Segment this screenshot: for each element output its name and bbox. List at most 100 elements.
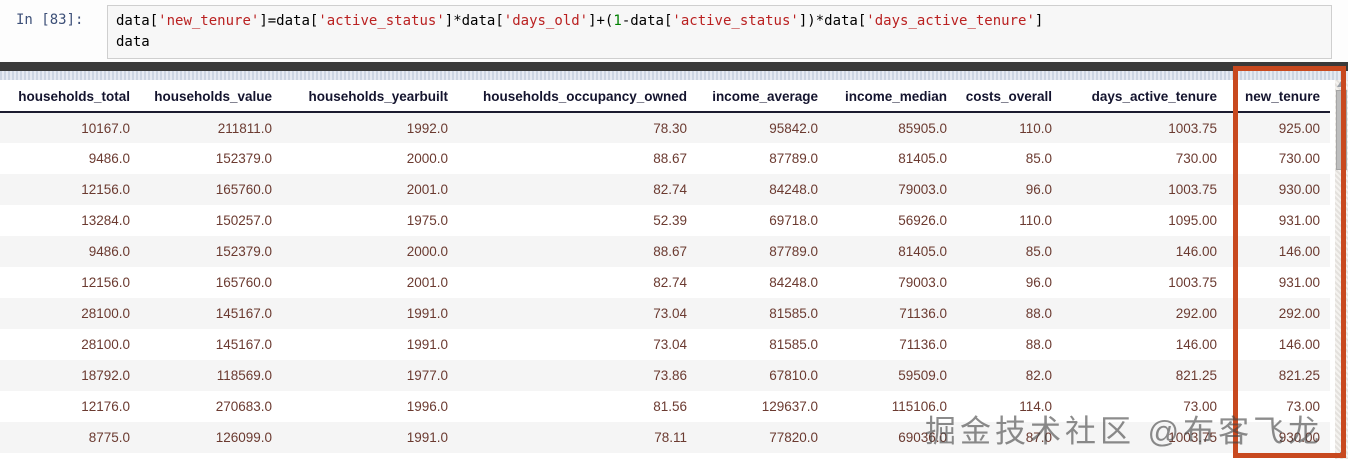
column-header-costs_overall: costs_overall (957, 80, 1062, 113)
table-row: 12176.0 270683.0 1996.0 81.56 129637.0 115106… (0, 391, 1330, 422)
table-cell: 1095.00 (1062, 205, 1227, 236)
table-cell: 925.00 (1227, 112, 1330, 143)
table-row: 28100.0 145167.0 1991.0 73.04 81585.0 71136.0… (0, 298, 1330, 329)
code-token: data (116, 34, 150, 50)
table-cell: 110.0 (957, 112, 1062, 143)
table-cell: 8775.0 (0, 422, 140, 453)
table-cell: 129637.0 (697, 391, 828, 422)
table-cell: 1003.75 (1062, 174, 1227, 205)
table-row: 18792.0 118569.0 1977.0 73.86 67810.0 59509.0… (0, 360, 1330, 391)
scrollbar-up-arrow-icon[interactable] (1337, 81, 1345, 87)
table-row: 10167.0 211811.0 1992.0 78.30 95842.0 85905.0… (0, 112, 1330, 143)
table-cell: 82.74 (458, 174, 697, 205)
table-cell: 146.00 (1227, 236, 1330, 267)
table-cell: 77820.0 (697, 422, 828, 453)
table-cell: 56926.0 (828, 205, 957, 236)
code-token: data[ (116, 13, 159, 29)
str-token: 'days_old' (503, 13, 589, 29)
table-cell: 1975.0 (282, 205, 458, 236)
table-cell: 73.00 (1227, 391, 1330, 422)
code-token: data[ (461, 13, 504, 29)
table-cell: 2001.0 (282, 174, 458, 205)
table-cell: 84248.0 (697, 174, 828, 205)
table-cell: 73.04 (458, 329, 697, 360)
column-header-income_average: income_average (697, 80, 828, 113)
table-cell: 85.0 (957, 143, 1062, 174)
table-cell: 165760.0 (140, 174, 282, 205)
table-cell: 9486.0 (0, 143, 140, 174)
code-token: data[ (824, 13, 867, 29)
table-cell: 292.00 (1062, 298, 1227, 329)
table-cell: 292.00 (1227, 298, 1330, 329)
table-cell: 1003.75 (1062, 267, 1227, 298)
table-cell: 115106.0 (828, 391, 957, 422)
table-cell: 96.0 (957, 267, 1062, 298)
table-row: 8775.0 126099.0 1991.0 78.11 77820.0 69036.0 8… (0, 422, 1330, 453)
table-cell: 82.0 (957, 360, 1062, 391)
table-cell: 87789.0 (697, 143, 828, 174)
table-cell: 71136.0 (828, 329, 957, 360)
table-row: 28100.0 145167.0 1991.0 73.04 81585.0 71136.0… (0, 329, 1330, 360)
table-cell: 87.0 (957, 422, 1062, 453)
table-cell: 730.00 (1062, 143, 1227, 174)
table-cell: 69718.0 (697, 205, 828, 236)
table-cell: 730.00 (1227, 143, 1330, 174)
table-cell: 145167.0 (140, 298, 282, 329)
table-cell: 85.0 (957, 236, 1062, 267)
table-row: 13284.0 150257.0 1975.0 52.39 69718.0 56926.0… (0, 205, 1330, 236)
resize-corner-icon (1337, 447, 1346, 456)
table-row: 9486.0 152379.0 2000.0 88.67 87789.0 81405.0 8… (0, 236, 1330, 267)
table-cell: 12176.0 (0, 391, 140, 422)
table-cell: 1996.0 (282, 391, 458, 422)
table-cell: 85905.0 (828, 112, 957, 143)
table-cell: 69036.0 (828, 422, 957, 453)
table-cell: 84248.0 (697, 267, 828, 298)
table-cell: 79003.0 (828, 174, 957, 205)
table-cell: 1992.0 (282, 112, 458, 143)
column-header-new_tenure: new_tenure (1227, 80, 1330, 113)
table-cell: 146.00 (1062, 329, 1227, 360)
code-token: data[ (276, 13, 319, 29)
table-row: 12156.0 165760.0 2001.0 82.74 84248.0 79003.0… (0, 174, 1330, 205)
output-separator-dark (0, 62, 1348, 71)
table-cell: 13284.0 (0, 205, 140, 236)
table-cell: 88.67 (458, 236, 697, 267)
table-cell: 10167.0 (0, 112, 140, 143)
table-cell: 211811.0 (140, 112, 282, 143)
code-line: data (116, 32, 1323, 53)
table-cell: 1991.0 (282, 329, 458, 360)
code-token: ] (1034, 13, 1044, 29)
code-token: data[ (630, 13, 673, 29)
table-cell: 145167.0 (140, 329, 282, 360)
table-cell: 78.11 (458, 422, 697, 453)
code-editor[interactable]: data['new_tenure']=data['active_status']… (107, 5, 1332, 59)
table-cell: 96.0 (957, 174, 1062, 205)
table-cell: 110.0 (957, 205, 1062, 236)
table-cell: 81585.0 (697, 298, 828, 329)
table-cell: 88.67 (458, 143, 697, 174)
table-cell: 2000.0 (282, 236, 458, 267)
table-cell: 930.00 (1227, 422, 1330, 453)
vertical-scrollbar[interactable] (1335, 80, 1348, 459)
code-cell-row: In [83]: data['new_tenure']=data['active… (0, 0, 1348, 62)
table-cell: 79003.0 (828, 267, 957, 298)
table-cell: 81405.0 (828, 143, 957, 174)
table-cell: 152379.0 (140, 143, 282, 174)
code-token: ]* (444, 13, 462, 29)
table-cell: 73.04 (458, 298, 697, 329)
str-token: 'active_status' (672, 13, 799, 29)
code-token: ]+( (588, 13, 614, 29)
table-cell: 931.00 (1227, 267, 1330, 298)
table-cell: 73.86 (458, 360, 697, 391)
scrollbar-thumb[interactable] (1336, 90, 1347, 170)
code-line: data['new_tenure']=data['active_status']… (116, 11, 1323, 32)
table-cell: 126099.0 (140, 422, 282, 453)
table-cell: 1991.0 (282, 422, 458, 453)
table-cell: 88.0 (957, 298, 1062, 329)
table-cell: 71136.0 (828, 298, 957, 329)
table-cell: 81405.0 (828, 236, 957, 267)
table-cell: 78.30 (458, 112, 697, 143)
table-cell: 1991.0 (282, 298, 458, 329)
dataframe-table: households_total households_value househol… (0, 80, 1330, 453)
